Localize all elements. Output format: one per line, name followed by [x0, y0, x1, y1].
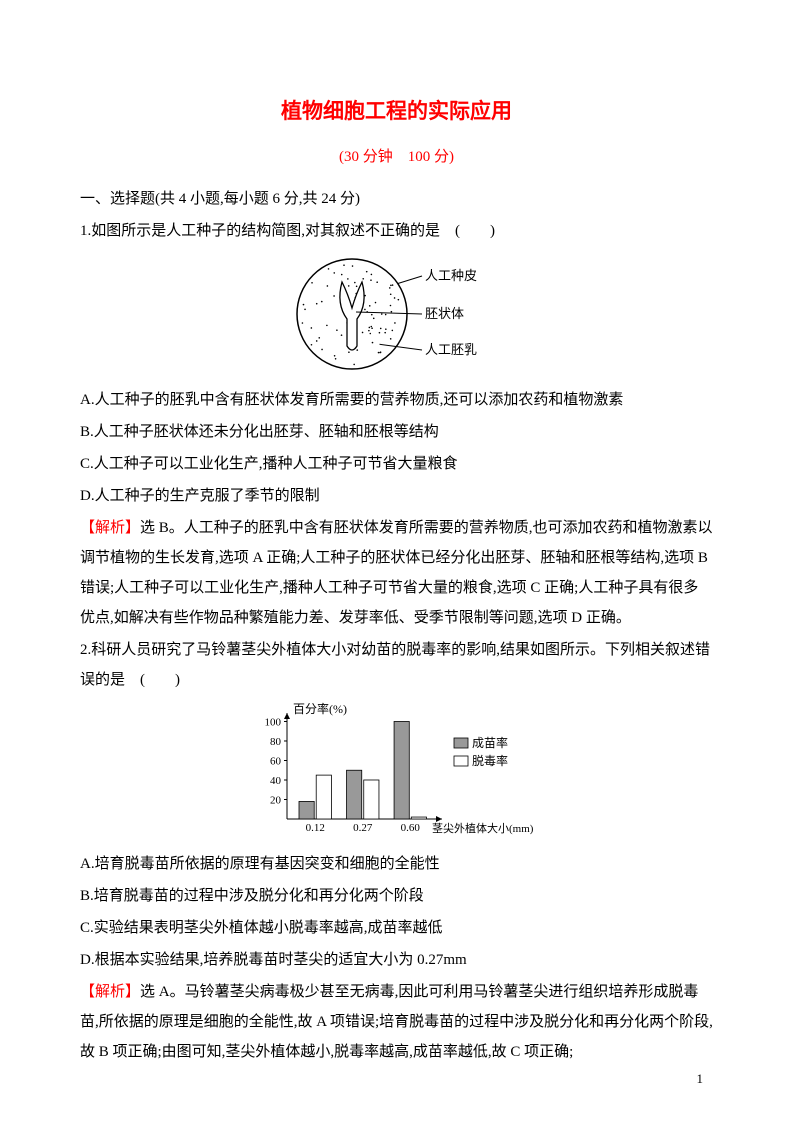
svg-text:人工种皮: 人工种皮 — [425, 268, 477, 283]
q2-option-c: C.实验结果表明茎尖外植体越小脱毒率越高,成苗率越低 — [80, 913, 713, 943]
analysis-text-2: 选 A。马铃薯茎尖病毒极少甚至无病毒,因此可利用马铃薯茎尖进行组织培养形成脱毒苗… — [80, 984, 713, 1060]
q1-option-d: D.人工种子的生产克服了季节的限制 — [80, 481, 713, 511]
svg-text:0.60: 0.60 — [400, 822, 420, 834]
q1-option-b: B.人工种子胚状体还未分化出胚芽、胚轴和胚根等结构 — [80, 417, 713, 447]
svg-text:80: 80 — [270, 736, 282, 748]
q1-analysis: 【解析】选 B。人工种子的胚乳中含有胚状体发育所需要的营养物质,也可添加农药和植… — [80, 513, 713, 633]
seed-diagram: 人工种皮胚状体人工胚乳 — [282, 252, 512, 377]
svg-text:人工胚乳: 人工胚乳 — [425, 342, 477, 357]
svg-text:胚状体: 胚状体 — [425, 306, 464, 321]
q2-stem: 2.科研人员研究了马铃薯茎尖外植体大小对幼苗的脱毒率的影响,结果如图所示。下列相… — [80, 635, 713, 695]
q1-option-c: C.人工种子可以工业化生产,播种人工种子可节省大量粮食 — [80, 449, 713, 479]
bar-chart: 20 40 60 80 100 百分率(%) 0.12 0.27 0.60 茎尖外植体大小(mm)… — [232, 701, 562, 841]
q1-figure: 人工种皮胚状体人工胚乳 — [80, 252, 713, 377]
svg-text:脱毒率: 脱毒率 — [472, 753, 508, 768]
q1-option-a: A.人工种子的胚乳中含有胚状体发育所需要的营养物质,还可以添加农药和植物激素 — [80, 385, 713, 415]
svg-text:百分率(%): 百分率(%) — [293, 701, 347, 716]
section-header: 一、选择题(共 4 小题,每小题 6 分,共 24 分) — [80, 184, 713, 214]
q2-option-a: A.培育脱毒苗所依据的原理有基因突变和细胞的全能性 — [80, 849, 713, 879]
svg-text:成苗率: 成苗率 — [472, 735, 508, 750]
svg-text:40: 40 — [270, 775, 282, 787]
q1-stem: 1.如图所示是人工种子的结构简图,对其叙述不正确的是 ( ) — [80, 216, 713, 246]
q2-figure: 20 40 60 80 100 百分率(%) 0.12 0.27 0.60 茎尖外植体大小(mm)… — [80, 701, 713, 841]
q2-option-d: D.根据本实验结果,培养脱毒苗时茎尖的适宜大小为 0.27mm — [80, 945, 713, 975]
svg-text:0.12: 0.12 — [305, 822, 324, 834]
svg-text:20: 20 — [270, 794, 282, 806]
q2-option-b: B.培育脱毒苗的过程中涉及脱分化和再分化两个阶段 — [80, 881, 713, 911]
page-number: 1 — [697, 1066, 704, 1092]
q2-analysis: 【解析】选 A。马铃薯茎尖病毒极少甚至无病毒,因此可利用马铃薯茎尖进行组织培养形… — [80, 977, 713, 1067]
analysis-label-2: 【解析】 — [80, 984, 140, 1000]
doc-title: 植物细胞工程的实际应用 — [80, 90, 713, 132]
svg-text:60: 60 — [270, 755, 282, 767]
svg-text:茎尖外植体大小(mm): 茎尖外植体大小(mm) — [432, 821, 534, 835]
doc-subtitle: (30 分钟 100 分) — [80, 142, 713, 172]
analysis-label: 【解析】 — [80, 520, 140, 536]
analysis-text: 选 B。人工种子的胚乳中含有胚状体发育所需要的营养物质,也可添加农药和植物激素以… — [80, 520, 713, 626]
svg-text:0.27: 0.27 — [353, 822, 373, 834]
svg-text:100: 100 — [264, 716, 281, 728]
